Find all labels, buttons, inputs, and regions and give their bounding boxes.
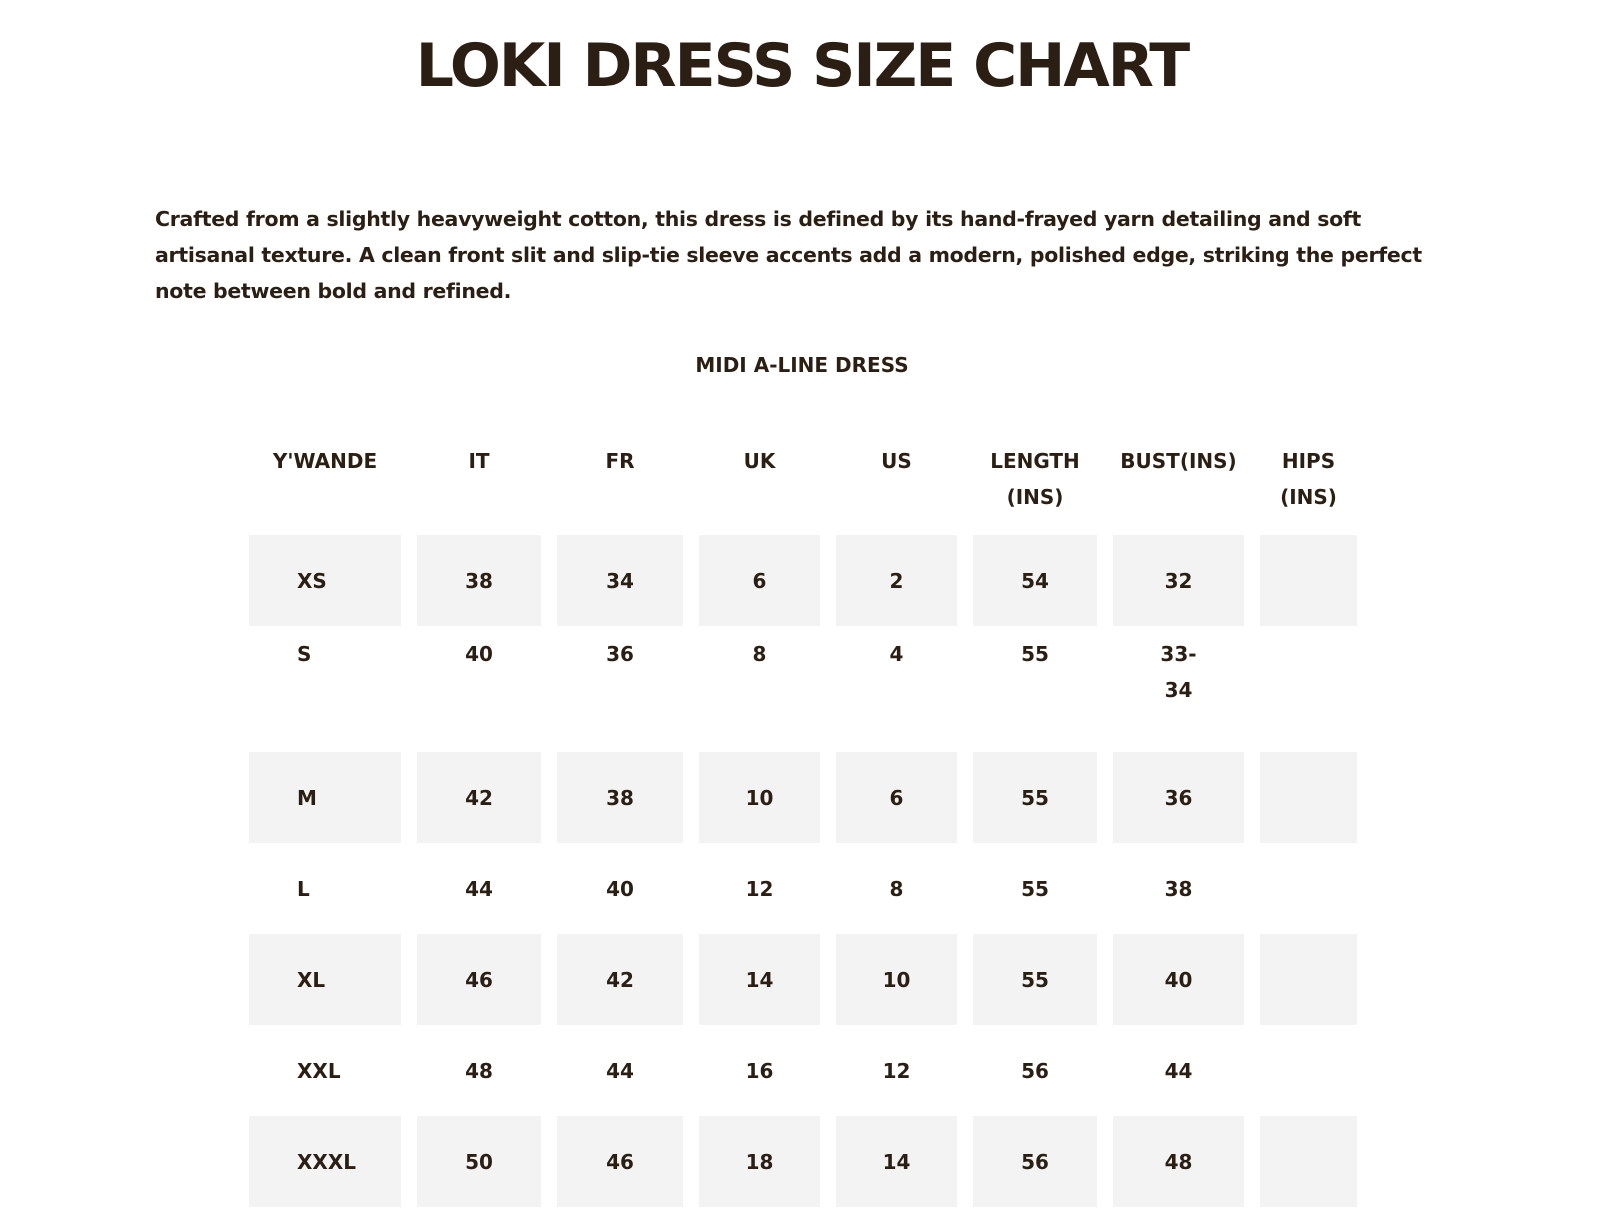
size-cell: L [297,876,310,901]
header-us: US [881,449,912,473]
bust-cell: 40 [1113,934,1244,1025]
fr-cell: 42 [557,934,683,1025]
table-row: S 40 36 8 4 55 33-34 [249,626,1357,752]
bust-cell: 36 [1113,752,1244,843]
fr-cell: 40 [606,876,634,901]
it-cell: 48 [465,1058,493,1083]
table-header-row: Y'WANDE IT FR UK US LENGTH (INS) BUST(IN… [249,443,1357,535]
uk-cell: 18 [699,1116,820,1207]
header-length: LENGTH (INS) [990,449,1080,509]
size-chart-table: Y'WANDE IT FR UK US LENGTH (INS) BUST(IN… [233,443,1373,1207]
us-cell: 4 [889,642,904,666]
uk-cell: 14 [699,934,820,1025]
us-cell: 2 [836,535,957,626]
table-row: M 42 38 10 6 55 36 [249,752,1357,843]
it-cell: 40 [465,642,493,666]
hips-cell [1260,1116,1357,1207]
it-cell: 44 [465,876,493,901]
length-cell: 55 [973,934,1097,1025]
bust-cell: 33-34 [1113,626,1244,752]
it-cell: 38 [417,535,541,626]
us-cell: 8 [889,876,904,901]
hips-cell [1260,535,1357,626]
size-cell: XXXL [249,1116,401,1207]
bust-cell: 32 [1113,535,1244,626]
hips-cell [1260,1025,1357,1116]
size-cell: XL [249,934,401,1025]
size-cell: XXL [297,1058,341,1083]
length-cell: 56 [1021,1058,1049,1083]
size-cell: XS [249,535,401,626]
header-ywande: Y'WANDE [272,449,378,473]
fr-cell: 44 [606,1058,634,1083]
size-cell: S [297,642,312,666]
table-caption: MIDI A-LINE DRESS [695,353,909,377]
product-description: Crafted from a slightly heavyweight cott… [155,207,1422,303]
it-cell: 46 [417,934,541,1025]
bust-cell: 48 [1113,1116,1244,1207]
header-uk: UK [743,449,776,473]
header-fr: FR [605,449,635,473]
table-row: XS 38 34 6 2 54 32 [249,535,1357,626]
it-cell: 50 [417,1116,541,1207]
hips-cell [1260,752,1357,843]
table-row: XXL 48 44 16 12 56 44 [249,1025,1357,1116]
header-bust: BUST(INS) [1120,449,1237,473]
hips-cell [1260,843,1357,934]
table-row: XXXL 50 46 18 14 56 48 [249,1116,1357,1207]
fr-cell: 36 [606,642,634,666]
uk-cell: 8 [752,642,767,666]
uk-cell: 16 [745,1058,774,1083]
it-cell: 42 [417,752,541,843]
us-cell: 10 [836,934,957,1025]
bust-value: 33-34 [1160,642,1197,702]
length-cell: 56 [973,1116,1097,1207]
table-row: XL 46 42 14 10 55 40 [249,934,1357,1025]
uk-cell: 12 [745,876,774,901]
size-cell: M [249,752,401,843]
header-it: IT [468,449,490,473]
us-cell: 6 [836,752,957,843]
bust-cell: 38 [1164,876,1193,901]
fr-cell: 46 [557,1116,683,1207]
header-hips: HIPS (INS) [1280,449,1337,509]
uk-cell: 10 [699,752,820,843]
length-cell: 55 [1021,876,1049,901]
length-cell: 54 [973,535,1097,626]
us-cell: 14 [836,1116,957,1207]
uk-cell: 6 [699,535,820,626]
table-row: L 44 40 12 8 55 38 [249,843,1357,934]
bust-cell: 44 [1164,1058,1193,1083]
length-cell: 55 [973,752,1097,843]
us-cell: 12 [882,1058,911,1083]
length-cell: 55 [1021,642,1049,666]
hips-cell [1260,934,1357,1025]
page-title: LOKI DRESS SIZE CHART [415,31,1190,101]
fr-cell: 34 [557,535,683,626]
fr-cell: 38 [557,752,683,843]
hips-cell [1260,626,1357,752]
